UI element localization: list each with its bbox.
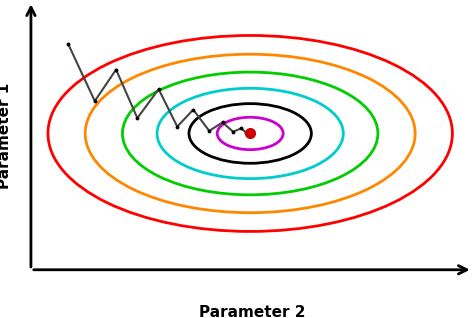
Text: Parameter 1: Parameter 1: [0, 82, 12, 189]
Text: Parameter 2: Parameter 2: [199, 305, 305, 318]
